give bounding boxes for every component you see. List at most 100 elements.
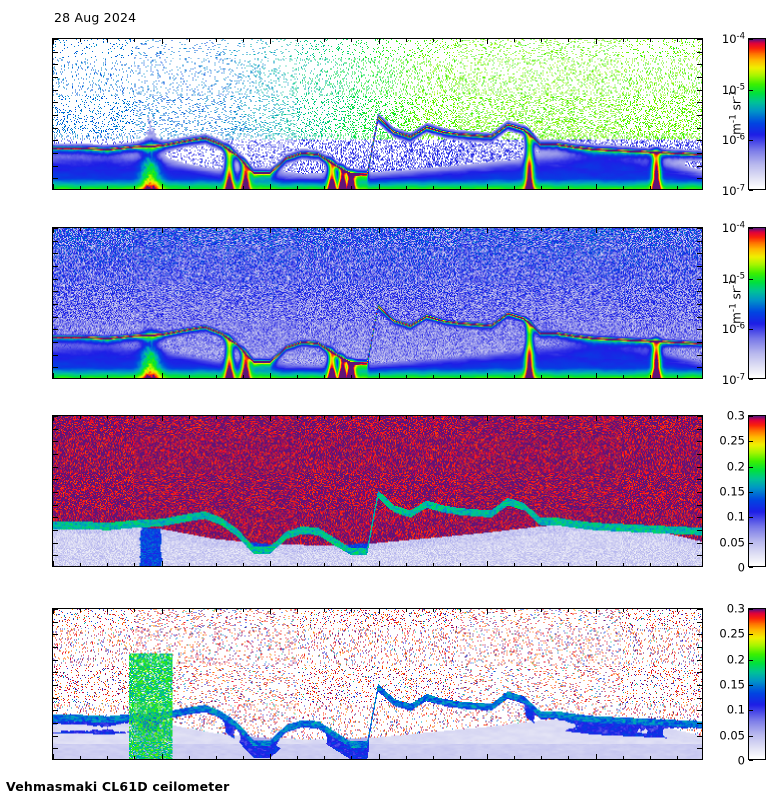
x-tick-mark (53, 373, 54, 378)
x-minor-tick-mark (459, 609, 461, 612)
x-minor-tick-mark (351, 609, 353, 612)
x-minor-tick-mark (242, 416, 244, 419)
x-minor-tick-mark (324, 609, 326, 612)
x-tick-mark (378, 228, 380, 233)
x-minor-tick-mark (459, 563, 461, 566)
x-minor-tick-mark (134, 228, 136, 231)
x-minor-tick-mark (514, 609, 516, 612)
x-minor-tick-mark (107, 416, 109, 419)
x-minor-tick-mark (459, 186, 461, 189)
y-tick-mark (53, 441, 58, 443)
x-minor-tick-mark (297, 186, 299, 189)
y-tick-mark (697, 621, 702, 623)
y-tick-mark (53, 479, 58, 481)
colorbar-tick-mark (749, 735, 753, 737)
colorbar-tick-label: 10-4 (721, 31, 745, 47)
x-minor-tick-mark (649, 228, 651, 231)
y-tick-mark (697, 367, 702, 369)
y-tick-mark (697, 253, 702, 255)
y-tick-mark (53, 634, 58, 636)
colorbar-tick-mark (749, 189, 753, 191)
y-tick-mark (697, 542, 702, 544)
y-tick-mark (53, 542, 58, 544)
y-tick-mark (697, 555, 702, 557)
x-minor-tick-mark (324, 756, 326, 759)
y-tick-mark (53, 253, 58, 255)
y-tick-mark (697, 634, 702, 636)
colorbar-tick-label: 0.05 (719, 534, 745, 549)
y-tick-mark (697, 685, 702, 686)
colorbar-smoothed-lidar-depolarisation: 0 0.05 0.1 0.15 0.2 0.25 0.3 (719, 603, 766, 766)
x-minor-tick-mark (215, 609, 217, 612)
x-minor-tick-mark (432, 416, 434, 419)
x-tick-mark (378, 373, 380, 378)
colorbar-tick-label: 10-5 (721, 81, 745, 97)
x-minor-tick-mark (215, 375, 217, 378)
x-tick-mark (595, 609, 597, 614)
colorbar-tick-label: 10-4 (721, 220, 745, 236)
x-minor-tick-mark (541, 186, 543, 189)
x-tick-mark (487, 561, 488, 566)
y-tick-mark (697, 441, 702, 443)
x-tick-mark (595, 754, 597, 759)
y-tick-mark (697, 39, 702, 40)
x-minor-tick-mark (215, 756, 217, 759)
x-minor-tick-mark (622, 39, 624, 42)
date-label: 28 Aug 2024 (54, 10, 137, 25)
colorbar-tick-mark (749, 378, 753, 380)
x-tick-mark (487, 39, 488, 44)
y-tick-mark (53, 329, 58, 331)
x-minor-tick-mark (676, 39, 678, 42)
x-minor-tick-mark (622, 756, 624, 759)
colorbar-tick-label: 0.25 (719, 433, 745, 448)
y-tick-mark (53, 342, 58, 343)
colorbar-tick-label: 10-7 (721, 372, 745, 388)
colorbar-tick-mark (749, 329, 753, 331)
x-minor-tick-mark (622, 375, 624, 378)
x-tick-mark (53, 416, 54, 421)
x-minor-tick-mark (107, 186, 109, 189)
y-tick-mark (53, 492, 58, 493)
x-minor-tick-mark (351, 186, 353, 189)
x-minor-tick-mark (242, 609, 244, 612)
colorbar-tick-label: 10-5 (721, 270, 745, 286)
x-tick-mark (270, 228, 271, 233)
x-minor-tick-mark (80, 39, 82, 42)
y-tick-mark (53, 77, 58, 78)
x-minor-tick-mark (297, 609, 299, 612)
x-tick-mark (53, 561, 54, 566)
colorbar-tick-label: 0.1 (726, 509, 745, 524)
y-tick-mark (697, 748, 702, 750)
x-tick-mark (595, 561, 597, 566)
y-tick-mark (697, 530, 702, 531)
x-minor-tick-mark (297, 416, 299, 419)
x-minor-tick-mark (215, 228, 217, 231)
panel-raw-attenuated-backscatter (52, 227, 703, 379)
x-minor-tick-mark (324, 39, 326, 42)
y-tick-mark (53, 685, 58, 686)
y-tick-mark (697, 228, 702, 229)
x-minor-tick-mark (242, 756, 244, 759)
x-minor-tick-mark (568, 375, 570, 378)
x-minor-tick-mark (80, 375, 82, 378)
x-minor-tick-mark (405, 186, 407, 189)
x-minor-tick-mark (649, 609, 651, 612)
x-minor-tick-mark (676, 609, 678, 612)
x-minor-tick-mark (514, 375, 516, 378)
x-minor-tick-mark (80, 416, 82, 419)
y-tick-mark (53, 609, 58, 610)
colorbar-tick-mark (749, 89, 753, 91)
y-tick-mark (697, 291, 702, 293)
y-tick-mark (53, 367, 58, 369)
x-minor-tick-mark (188, 756, 190, 759)
x-minor-tick-mark (676, 563, 678, 566)
y-tick-mark (697, 127, 702, 129)
x-minor-tick-mark (622, 228, 624, 231)
x-minor-tick-mark (215, 186, 217, 189)
x-minor-tick-mark (405, 563, 407, 566)
x-minor-tick-mark (541, 375, 543, 378)
colorbar-tick-mark (749, 710, 753, 712)
y-tick-mark (697, 454, 702, 455)
x-minor-tick-mark (297, 756, 299, 759)
x-minor-tick-mark (324, 228, 326, 231)
